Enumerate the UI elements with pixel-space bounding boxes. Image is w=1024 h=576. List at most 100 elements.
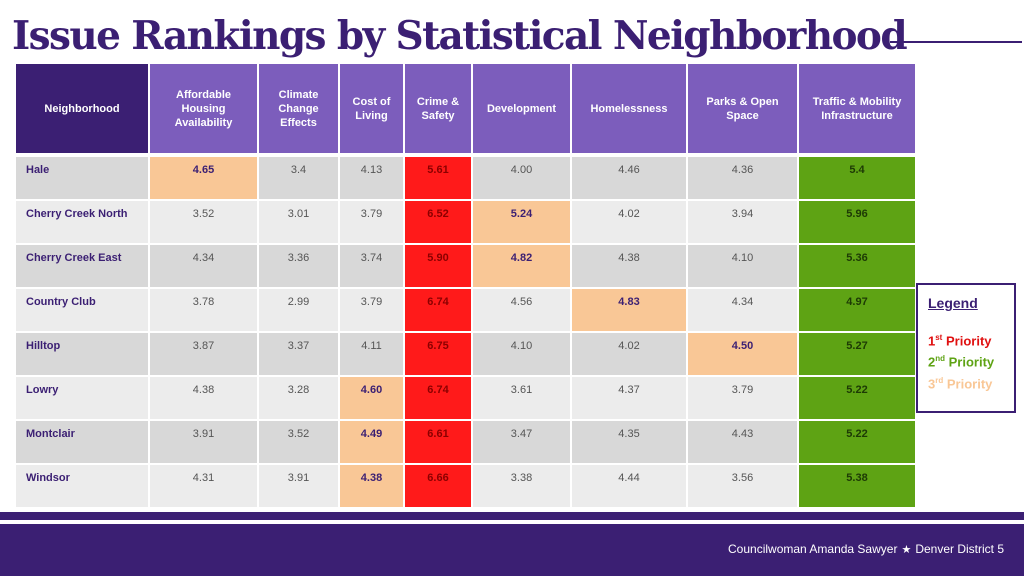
table-cell-windsor-cost-of-living: 4.38 [340,465,403,509]
table-cell-hale-cost-of-living: 4.13 [340,157,403,201]
table-cell-montclair-development: 3.47 [473,421,570,465]
table-cell-lowry-parks-and-open-space: 3.79 [688,377,797,421]
star-icon: ★ [901,544,912,556]
row-label-lowry: Lowry [16,377,148,421]
rankings-table: Neighborhood Affordable Housing Availabil… [16,64,915,509]
legend: Legend 1st Priority 2nd Priority 3rd Pri… [916,283,1016,413]
column-header-crime-and-safety: Crime & Safety [405,64,471,157]
table-cell-montclair-climate-change-effects: 3.52 [259,421,338,465]
legend-item-label: Priority [945,333,992,349]
legend-item-number: 1 [928,333,936,349]
table-cell-lowry-climate-change-effects: 3.28 [259,377,338,421]
table-cell-hilltop-homelessness: 4.02 [572,333,686,377]
legend-title: Legend [928,295,978,311]
legend-item-suffix: nd [935,354,946,364]
table-cell-montclair-cost-of-living: 4.49 [340,421,403,465]
table-cell-cherry-creek-east-homelessness: 4.38 [572,245,686,289]
table-cell-hale-traffic-and-mobility-infrastructure: 5.4 [799,157,915,201]
table-cell-hilltop-affordable-housing-availability: 3.87 [150,333,257,377]
column-header-affordable-housing-availability: Affordable Housing Availability [150,64,257,157]
table-cell-hilltop-cost-of-living: 4.11 [340,333,403,377]
column-header-neighborhood: Neighborhood [16,64,148,157]
table-cell-lowry-cost-of-living: 4.60 [340,377,403,421]
footer: Councilwoman Amanda Sawyer ★ Denver Distri… [0,524,1024,576]
table-cell-cherry-creek-east-development: 4.82 [473,245,570,289]
footer-credit: Councilwoman Amanda Sawyer ★ Denver Distri… [728,542,1004,556]
table-cell-windsor-parks-and-open-space: 3.56 [688,465,797,509]
table-cell-lowry-crime-and-safety: 6.74 [405,377,471,421]
table-cell-lowry-affordable-housing-availability: 4.38 [150,377,257,421]
table-cell-cherry-creek-east-traffic-and-mobility-infrastructure: 5.36 [799,245,915,289]
table-cell-cherry-creek-north-traffic-and-mobility-infrastructure: 5.96 [799,201,915,245]
page-title: Issue Rankings by Statistical Neighborho… [12,13,908,59]
legend-item-label: Priority [946,375,993,391]
table-cell-cherry-creek-east-climate-change-effects: 3.36 [259,245,338,289]
table-cell-windsor-crime-and-safety: 6.66 [405,465,471,509]
table-cell-country-club-climate-change-effects: 2.99 [259,289,338,333]
table-cell-cherry-creek-north-cost-of-living: 3.79 [340,201,403,245]
row-label-cherry-creek-north: Cherry Creek North [16,201,148,245]
table-cell-windsor-affordable-housing-availability: 4.31 [150,465,257,509]
table-cell-hilltop-crime-and-safety: 6.75 [405,333,471,377]
column-header-development: Development [473,64,570,157]
table-cell-windsor-traffic-and-mobility-infrastructure: 5.38 [799,465,915,509]
table-cell-windsor-development: 3.38 [473,465,570,509]
column-header-traffic-and-mobility-infrastructure: Traffic & Mobility Infrastructure [799,64,915,157]
row-label-cherry-creek-east: Cherry Creek East [16,245,148,289]
row-label-windsor: Windsor [16,465,148,509]
title-underline [890,41,1022,43]
table-cell-lowry-traffic-and-mobility-infrastructure: 5.22 [799,377,915,421]
table-cell-hale-crime-and-safety: 5.61 [405,157,471,201]
table-cell-hilltop-development: 4.10 [473,333,570,377]
table-cell-hale-climate-change-effects: 3.4 [259,157,338,201]
table-cell-hale-affordable-housing-availability: 4.65 [150,157,257,201]
legend-item-suffix: st [935,333,943,342]
table-cell-windsor-homelessness: 4.44 [572,465,686,509]
table-cell-windsor-climate-change-effects: 3.91 [259,465,338,509]
legend-item-number: 3 [928,375,936,391]
table-cell-cherry-creek-east-parks-and-open-space: 4.10 [688,245,797,289]
table-cell-cherry-creek-north-affordable-housing-availability: 3.52 [150,201,257,245]
table-cell-country-club-parks-and-open-space: 4.34 [688,289,797,333]
row-label-country-club: Country Club [16,289,148,333]
table-cell-cherry-creek-north-parks-and-open-space: 3.94 [688,201,797,245]
table-cell-hale-homelessness: 4.46 [572,157,686,201]
footer-accent-band [0,512,1024,520]
table-cell-cherry-creek-north-climate-change-effects: 3.01 [259,201,338,245]
column-header-cost-of-living: Cost of Living [340,64,403,157]
table-cell-hale-parks-and-open-space: 4.36 [688,157,797,201]
row-label-hilltop: Hilltop [16,333,148,377]
column-header-parks-and-open-space: Parks & Open Space [688,64,797,157]
footer-gap [0,520,1024,524]
table-cell-montclair-traffic-and-mobility-infrastructure: 5.22 [799,421,915,465]
legend-item-suffix: rd [935,375,944,385]
row-label-hale: Hale [16,157,148,201]
table-cell-hilltop-traffic-and-mobility-infrastructure: 5.27 [799,333,915,377]
table-cell-montclair-crime-and-safety: 6.61 [405,421,471,465]
table-cell-cherry-creek-north-homelessness: 4.02 [572,201,686,245]
legend-item-number: 2 [928,354,936,370]
table-cell-country-club-crime-and-safety: 6.74 [405,289,471,333]
row-label-montclair: Montclair [16,421,148,465]
table-cell-cherry-creek-east-cost-of-living: 3.74 [340,245,403,289]
footer-district: Denver District 5 [915,542,1004,556]
table-cell-lowry-homelessness: 4.37 [572,377,686,421]
table-cell-hale-development: 4.00 [473,157,570,201]
table-cell-montclair-parks-and-open-space: 4.43 [688,421,797,465]
table-cell-hilltop-parks-and-open-space: 4.50 [688,333,797,377]
legend-item-1st-priority: 1st Priority [928,329,1004,350]
column-header-climate-change-effects: Climate Change Effects [259,64,338,157]
table-cell-montclair-affordable-housing-availability: 3.91 [150,421,257,465]
table-cell-hilltop-climate-change-effects: 3.37 [259,333,338,377]
table-cell-lowry-development: 3.61 [473,377,570,421]
table-cell-cherry-creek-north-crime-and-safety: 6.52 [405,201,471,245]
legend-item-label: Priority [948,354,995,370]
table-cell-country-club-homelessness: 4.83 [572,289,686,333]
table-cell-country-club-development: 4.56 [473,289,570,333]
table-cell-country-club-affordable-housing-availability: 3.78 [150,289,257,333]
table-cell-cherry-creek-north-development: 5.24 [473,201,570,245]
table-cell-cherry-creek-east-crime-and-safety: 5.90 [405,245,471,289]
table-cell-montclair-homelessness: 4.35 [572,421,686,465]
legend-item-2nd-priority: 2nd Priority [928,350,1004,371]
footer-name: Councilwoman Amanda Sawyer [728,542,898,556]
